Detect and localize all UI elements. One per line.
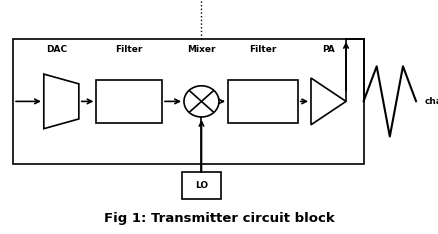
Text: Filter: Filter bbox=[116, 45, 143, 54]
Text: Fig 1: Transmitter circuit block: Fig 1: Transmitter circuit block bbox=[104, 212, 334, 225]
Text: channel: channel bbox=[425, 97, 438, 106]
Text: PA: PA bbox=[322, 45, 335, 54]
Text: Filter: Filter bbox=[249, 45, 276, 54]
Bar bbox=[228, 80, 298, 123]
Text: LO: LO bbox=[195, 181, 208, 190]
Bar bbox=[13, 39, 364, 164]
Text: DAC: DAC bbox=[46, 45, 67, 54]
Bar bbox=[182, 172, 221, 199]
Text: Mixer: Mixer bbox=[187, 45, 216, 54]
Bar bbox=[96, 80, 162, 123]
